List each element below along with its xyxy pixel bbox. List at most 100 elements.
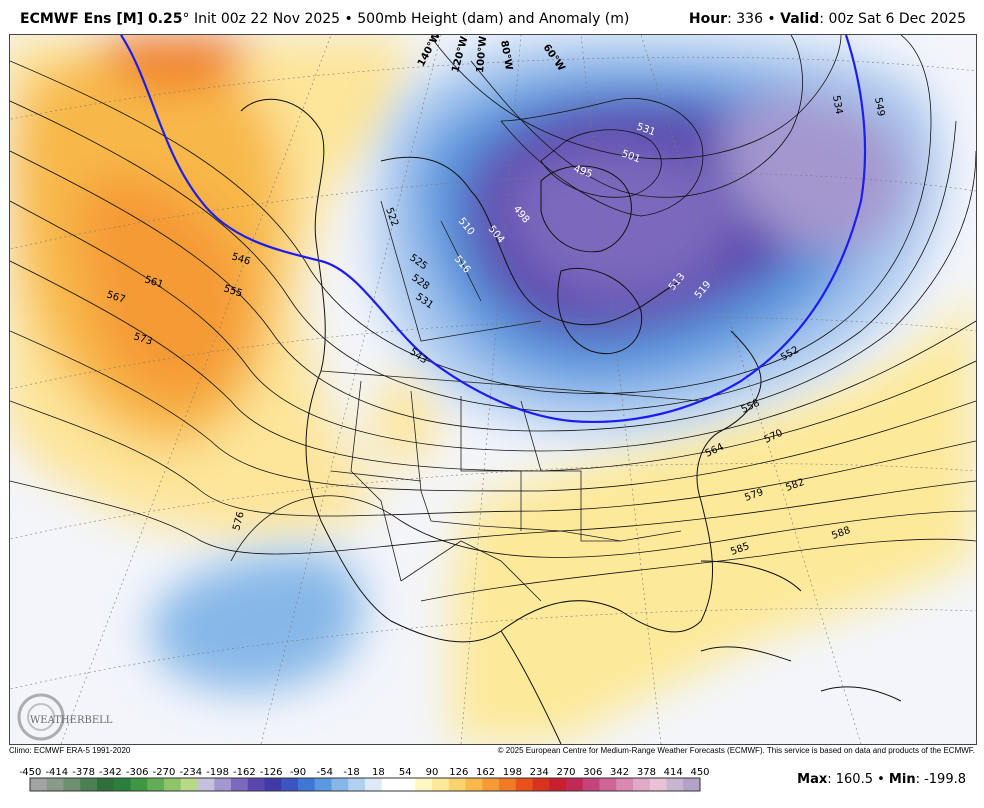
min-value: : -199.8 <box>915 772 966 787</box>
logo-swirl-icon <box>17 693 65 741</box>
colorbar-swatch <box>549 778 567 791</box>
colorbar-swatch <box>63 778 81 791</box>
colorbar-swatch <box>398 778 416 791</box>
colorbar-swatch <box>197 778 215 791</box>
colorbar-tick-label: 18 <box>372 767 385 778</box>
model-name: ECMWF Ens [M] 0.25 <box>20 11 183 27</box>
colorbar-tick-label: -126 <box>260 767 283 778</box>
colorbar-tick-label: 162 <box>476 767 495 778</box>
init-text: Init 00z 22 Nov 2025 • 500mb Height (dam… <box>189 11 630 27</box>
colorbar-swatches <box>29 777 701 792</box>
colorbar-swatch <box>499 778 517 791</box>
colorbar-swatch <box>130 778 148 791</box>
min-label: Min <box>888 772 916 787</box>
colorbar-swatch <box>448 778 466 791</box>
contour-540 <box>120 35 867 424</box>
colorbar-swatch <box>331 778 349 791</box>
colorbar-swatch <box>666 778 684 791</box>
colorbar-swatch <box>46 778 64 791</box>
contour-label: 534 <box>830 95 844 116</box>
degree-symbol: ° <box>182 11 190 27</box>
colorbar-swatch <box>97 778 115 791</box>
colorbar-tick-label: -198 <box>206 767 229 778</box>
colorbar-tick-label: -342 <box>99 767 122 778</box>
colorbar-swatch <box>298 778 316 791</box>
anomaly-colorbar: -450 -414 -378 -342 -306 -270 -234 -198 -162 -126… <box>19 764 710 804</box>
height-contours <box>10 35 976 602</box>
colorbar-swatch <box>113 778 131 791</box>
weatherbell-logo: WEATHERBELL <box>17 693 113 741</box>
colorbar-swatch <box>30 778 48 791</box>
colorbar-tick-label: -306 <box>126 767 149 778</box>
lon-label-80w: 80°W <box>498 40 514 71</box>
colorbar-swatch <box>432 778 450 791</box>
colorbar-swatch <box>264 778 282 791</box>
colorbar-swatch <box>80 778 98 791</box>
hour-label: Hour <box>688 11 728 27</box>
colorbar-swatch <box>683 778 701 791</box>
coastlines <box>240 98 902 744</box>
colorbar-swatch <box>314 778 332 791</box>
colorbar-tick-label: 414 <box>664 767 683 778</box>
colorbar-tick-label: 378 <box>637 767 656 778</box>
valid-value: : 00z Sat 6 Dec 2025 <box>819 11 966 27</box>
colorbar-tick-label: -378 <box>72 767 95 778</box>
colorbar-swatch <box>599 778 617 791</box>
copyright-note: © 2025 European Centre for Medium-Range … <box>497 746 975 755</box>
contour-label: 549 <box>872 97 886 118</box>
colorbar-tick-label: -270 <box>153 767 176 778</box>
colorbar-swatch <box>365 778 383 791</box>
colorbar-tick-label: 234 <box>530 767 549 778</box>
valid-time: Hour: 336 • Valid: 00z Sat 6 Dec 2025 <box>689 11 966 27</box>
lon-label-100w: 100°W <box>475 36 489 74</box>
colorbar-tick-label: 90 <box>426 767 439 778</box>
colorbar-tick-label: 198 <box>503 767 522 778</box>
max-value: : 160.5 • <box>827 772 889 787</box>
colorbar-frame <box>29 777 701 792</box>
map-panel: 546 561 567 573 555 576 543 531 528 525 … <box>9 34 977 745</box>
max-min-readout: Max: 160.5 • Min: -199.8 <box>797 772 966 787</box>
climo-note: Climo: ECMWF ERA-5 1991-2020 <box>9 746 131 755</box>
colorbar-tick-label: 306 <box>583 767 602 778</box>
colorbar-tick-label: -54 <box>317 767 333 778</box>
colorbar-tick-label: 54 <box>399 767 412 778</box>
colorbar-swatch <box>415 778 433 791</box>
colorbar-tick-label: 342 <box>610 767 629 778</box>
colorbar-swatch <box>633 778 651 791</box>
colorbar-swatch <box>348 778 366 791</box>
colorbar-swatch <box>649 778 667 791</box>
colorbar-tick-label: -18 <box>343 767 359 778</box>
colorbar-swatch <box>381 778 399 791</box>
colorbar-swatch <box>281 778 299 791</box>
graticule <box>10 35 976 744</box>
colorbar-swatch <box>482 778 500 791</box>
colorbar-canvas: -450 -414 -378 -342 -306 -270 -234 -198 -162 -126… <box>19 767 710 792</box>
colorbar-tick-label: -450 <box>20 767 41 778</box>
model-title: ECMWF Ens [M] 0.25° Init 00z 22 Nov 2025… <box>20 11 629 27</box>
colorbar-swatch <box>582 778 600 791</box>
colorbar-swatch <box>247 778 265 791</box>
colorbar-swatch <box>566 778 584 791</box>
colorbar-tick-labels: -450 -414 -378 -342 -306 -270 -234 -198 -162 -126… <box>19 767 710 778</box>
colorbar-swatch <box>616 778 634 791</box>
colorbar-swatch <box>231 778 249 791</box>
colorbar-tick-label: -414 <box>45 767 68 778</box>
contour-label: 576 <box>231 510 247 531</box>
logo-text: WEATHERBELL <box>30 715 113 726</box>
colorbar-swatch <box>465 778 483 791</box>
colorbar-swatch <box>515 778 533 791</box>
max-label: Max <box>797 772 828 787</box>
map-canvas: 546 561 567 573 555 576 543 531 528 525 … <box>10 35 976 744</box>
credits-line: Climo: ECMWF ERA-5 1991-2020 © 2025 Euro… <box>9 745 975 759</box>
colorbar-swatch <box>147 778 165 791</box>
colorbar-tick-label: -90 <box>290 767 306 778</box>
colorbar-swatch <box>214 778 232 791</box>
chart-header: ECMWF Ens [M] 0.25° Init 00z 22 Nov 2025… <box>0 0 984 34</box>
colorbar-swatch <box>532 778 550 791</box>
colorbar-swatch <box>180 778 198 791</box>
colorbar-tick-label: 270 <box>556 767 575 778</box>
colorbar-tick-label: 126 <box>449 767 468 778</box>
hour-value: : 336 • <box>727 11 781 27</box>
colorbar-tick-label: -234 <box>179 767 202 778</box>
colorbar-tick-label: 450 <box>690 767 709 778</box>
